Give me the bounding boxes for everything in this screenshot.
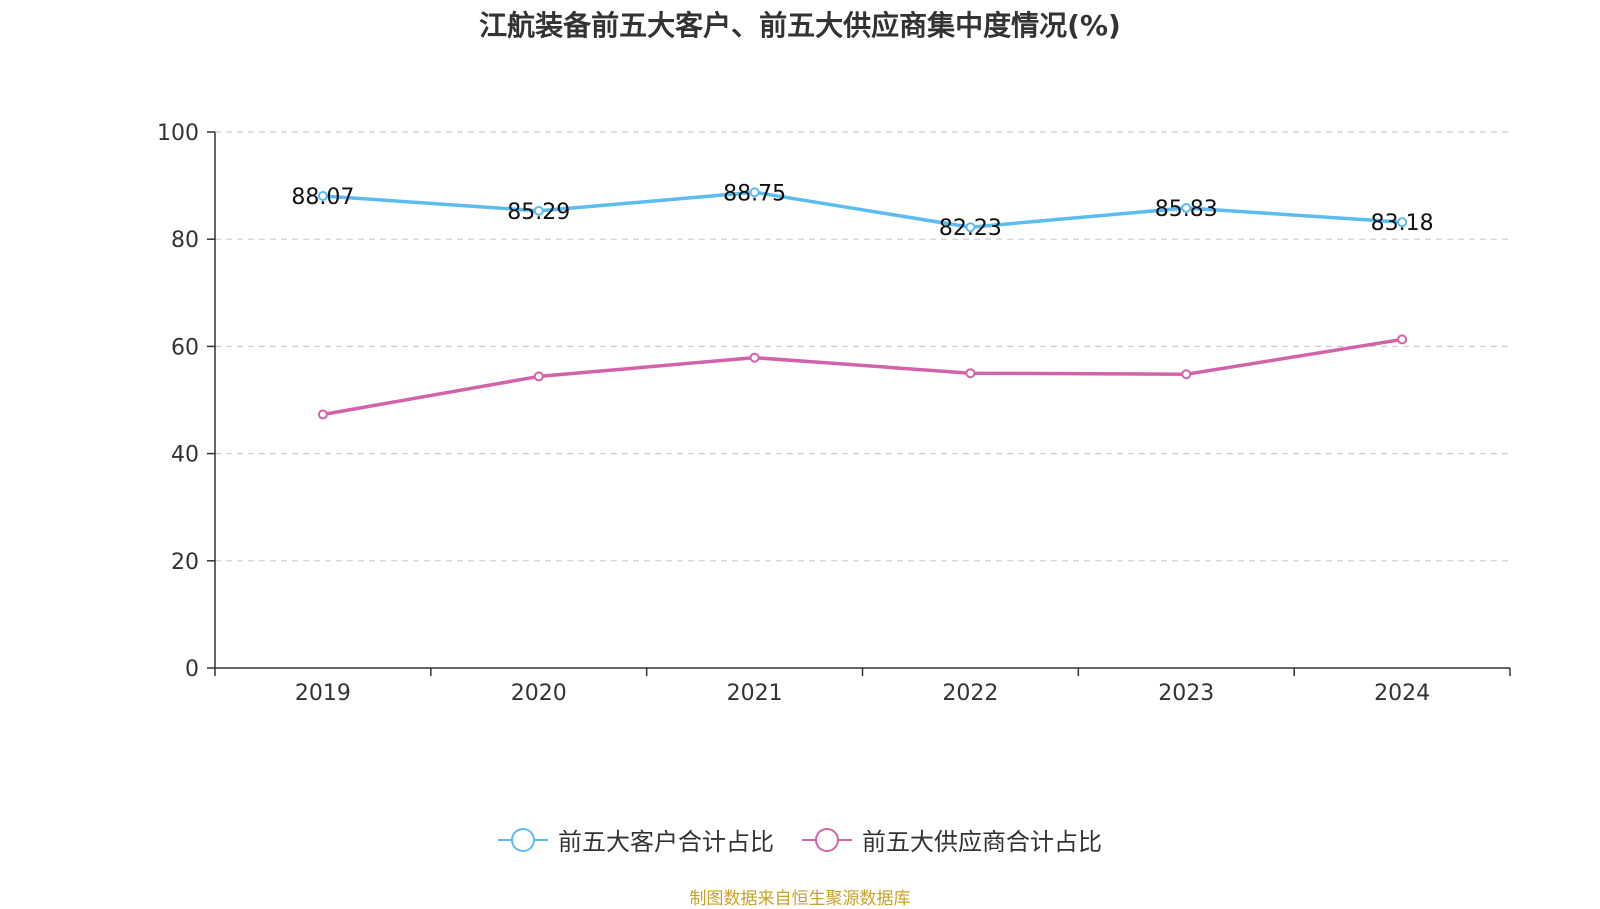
legend-item-customers[interactable]: 前五大客户合计占比 [498,822,774,857]
data-label-2021: 88.75 [723,181,786,206]
series-1-point-2019 [317,409,328,420]
series-0-point-2022 [965,222,976,233]
legend-customers-swatch [498,826,548,854]
series-0-point-2021 [749,187,760,198]
data-label-2019: 88.07 [291,185,354,210]
legend-suppliers-label: 前五大供应商合计占比 [862,828,1102,856]
legend-item-suppliers[interactable]: 前五大供应商合计占比 [802,822,1102,857]
data-source-note: 制图数据来自恒生聚源数据库 [689,889,911,909]
series-1-point-2021 [749,352,760,363]
series-1-point-2022 [965,368,976,379]
series-0-point-2020 [533,205,544,216]
y-tick-label-60: 60 [171,335,199,360]
series-1-point-2023 [1181,369,1192,380]
series-1-point-2020 [533,371,544,382]
series-0-point-2019 [317,190,328,201]
x-tick-label-2021: 2021 [727,681,783,706]
series-line-1 [322,337,1403,417]
y-tick-label-20: 20 [171,550,199,575]
x-tick-label-2022: 2022 [942,681,998,706]
series-0-point-2023 [1181,202,1192,213]
series-1-point-2024 [1397,334,1408,345]
data-label-2022: 82.23 [939,216,1002,241]
y-tick-label-40: 40 [171,443,199,468]
y-tick-label-80: 80 [171,228,199,253]
chart-title: 江航装备前五大客户、前五大供应商集中度情况(%) [479,9,1121,42]
x-tick-label-2024: 2024 [1374,681,1430,706]
legend: 前五大客户合计占比 前五大供应商合计占比 [0,822,1600,857]
series-line-0 [322,190,1403,229]
legend-customers-label: 前五大客户合计占比 [558,828,774,856]
y-tick-label-0: 0 [185,657,199,682]
data-label-2020: 85.29 [507,200,570,225]
x-tick-label-2023: 2023 [1158,681,1214,706]
series-0-point-2024 [1397,217,1408,228]
data-label-2024: 83.18 [1371,211,1434,236]
legend-suppliers-swatch [802,826,852,854]
y-tick-label-100: 100 [157,121,199,146]
x-tick-label-2020: 2020 [511,681,567,706]
x-tick-label-2019: 2019 [295,681,351,706]
data-label-2023: 85.83 [1155,197,1218,222]
